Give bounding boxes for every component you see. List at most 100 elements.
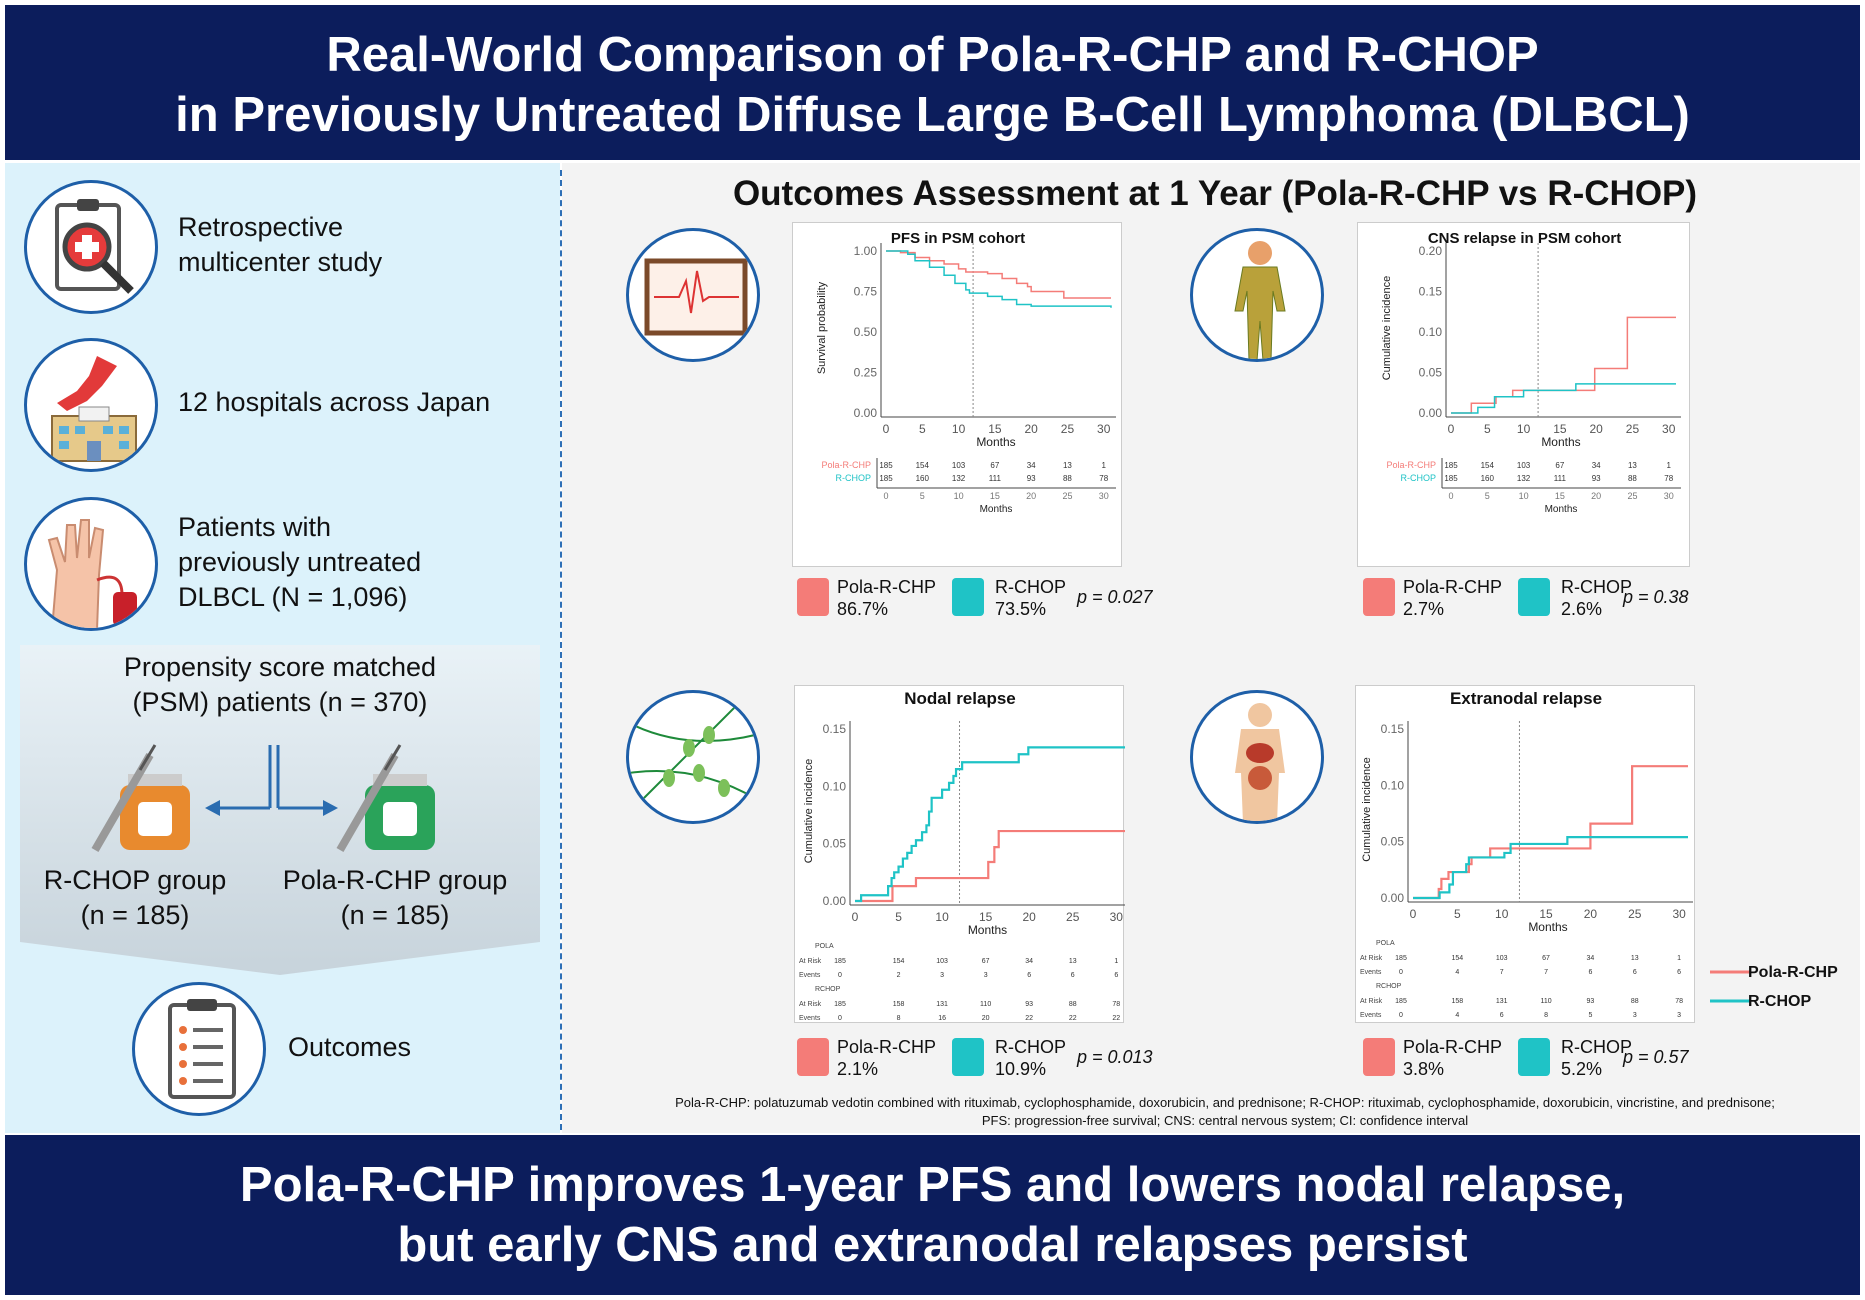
- pfs-pola-result: Pola-R-CHP 86.7%: [837, 576, 936, 620]
- rchop-value: 10.9%: [995, 1059, 1047, 1079]
- x-tick-label: 30: [1672, 907, 1686, 921]
- risk-table-x-tick: 0: [1448, 491, 1453, 501]
- x-tick-label: 30: [1097, 422, 1111, 436]
- chart-title: Nodal relapse: [904, 689, 1016, 708]
- risk-table-cell: 88: [1069, 1001, 1077, 1008]
- patients-line-2: previously untreated: [178, 547, 422, 577]
- y-tick-label: 0.00: [1381, 891, 1405, 905]
- risk-table-x-tick: 25: [1062, 491, 1072, 501]
- risk-table-cell: 103: [952, 461, 966, 470]
- risk-table-x-tick: 20: [1026, 491, 1036, 501]
- x-tick-label: 20: [1024, 422, 1038, 436]
- x-tick-label: 10: [1495, 907, 1509, 921]
- risk-table-cell: 67: [1555, 461, 1564, 470]
- pola-value: 2.1%: [837, 1059, 879, 1079]
- risk-table-x-tick: 15: [1555, 491, 1565, 501]
- risk-table-cell: 110: [1540, 998, 1551, 1005]
- chart-title: Extranodal relapse: [1450, 689, 1602, 708]
- rchop-label: R-CHOP: [1561, 577, 1632, 597]
- risk-table-cell: 22: [1025, 1015, 1033, 1022]
- hospitals-text: 12 hospitals across Japan: [178, 387, 491, 417]
- y-axis-label: Cumulative incidence: [1381, 276, 1393, 381]
- risk-table-cell: 88: [1631, 998, 1639, 1005]
- rchop-group-name: R-CHOP group: [43, 865, 227, 895]
- x-tick-label: 10: [935, 910, 949, 924]
- risk-table-cell: 6: [1633, 969, 1637, 976]
- risk-table-cell: 185: [879, 474, 893, 483]
- footnote: Pola-R-CHP: polatuzumab vedotin combined…: [590, 1094, 1860, 1130]
- study-line-1: Retrospective: [178, 212, 344, 242]
- risk-table-cell: 103: [1496, 955, 1508, 962]
- chart-extranodal-relapse: Extranodal relapse 0.00 0.05 0.10 0.15 0 5 10 15…: [1355, 685, 1695, 1023]
- risk-table-cell: 185: [834, 958, 846, 965]
- pfs-rchop-result: R-CHOP 73.5%: [995, 576, 1066, 620]
- pola-label: Pola-R-CHP: [837, 1037, 937, 1057]
- risk-table-x-label: Months: [980, 504, 1013, 515]
- risk-table-cell: 0: [838, 972, 842, 979]
- risk-table-cell: 78: [1099, 474, 1108, 483]
- study-line-2: multicenter study: [178, 247, 383, 277]
- pola-value: 86.7%: [837, 599, 889, 619]
- pola-label: Pola-R-CHP: [1403, 577, 1503, 597]
- chart-nodal-relapse: Nodal relapse 0.00 0.05 0.10 0.15 0 5 10 15 20 25 3…: [794, 685, 1130, 1023]
- rchop-swatch: [1518, 1038, 1550, 1076]
- pola-value: 2.7%: [1403, 599, 1445, 619]
- x-tick-label: 0: [1410, 907, 1417, 921]
- risk-table-cell: 34: [1587, 955, 1595, 962]
- pola-label: Pola-R-CHP: [1403, 1037, 1503, 1057]
- nodal-p-value: p = 0.013: [1077, 1047, 1153, 1067]
- risk-table-cell: 6: [1027, 972, 1031, 979]
- x-tick-label: 15: [988, 422, 1002, 436]
- y-tick-label: 0.05: [1419, 366, 1443, 380]
- outcomes-text: Outcomes: [288, 1032, 412, 1062]
- r-chop-curve: [855, 746, 1125, 903]
- rchop-value: 73.5%: [995, 599, 1047, 619]
- rchop-swatch: [952, 578, 984, 616]
- pola-group-name: Pola-R-CHP group: [282, 865, 508, 895]
- y-tick-label: 0.50: [854, 325, 878, 339]
- risk-table-cell: 5: [1588, 1012, 1592, 1019]
- risk-table-cell: 34: [1592, 461, 1601, 470]
- risk-table-cell: 22: [1112, 1015, 1120, 1022]
- risk-table-group-label: RCHOP: [815, 986, 841, 993]
- risk-table-cell: 1: [1667, 461, 1672, 470]
- risk-table-cell: 111: [989, 474, 1002, 483]
- risk-table-cell: 4: [1455, 969, 1459, 976]
- risk-table-cell: 185: [1395, 955, 1407, 962]
- risk-table-x-tick: 5: [1485, 491, 1490, 501]
- y-tick-label: 1.00: [854, 244, 878, 258]
- chart-cns-relapse: CNS relapse in PSM cohort 0.00 0.05 0.10 0.1…: [1357, 222, 1690, 567]
- risk-table-cell: 3: [984, 972, 988, 979]
- x-tick-label: 15: [1539, 907, 1553, 921]
- pola-r-chp-curve: [1413, 765, 1688, 900]
- risk-table-cell: 131: [1496, 998, 1508, 1005]
- patients-line-3: DLBCL (N = 1,096): [178, 582, 408, 612]
- risk-table-cell: 154: [1481, 461, 1495, 470]
- y-tick-label: 0.20: [1419, 244, 1443, 258]
- risk-table-cell: 34: [1027, 461, 1036, 470]
- risk-table-cell: 7: [1500, 969, 1504, 976]
- extranodal-rchop-result: R-CHOP 5.2%: [1561, 1036, 1632, 1080]
- risk-table-cell: 154: [1452, 955, 1464, 962]
- risk-table-row-label: At Risk: [1360, 955, 1383, 962]
- risk-table-cell: 67: [982, 958, 990, 965]
- risk-table-group-label: RCHOP: [1376, 983, 1402, 990]
- study-type-text: Retrospective multicenter study: [178, 210, 382, 280]
- x-tick-label: 20: [1584, 907, 1598, 921]
- side-legend-lines: [1710, 970, 1750, 1003]
- pola-swatch: [797, 578, 829, 616]
- risk-table-cell: 0: [838, 1015, 842, 1022]
- y-axis-label: Cumulative incidence: [1361, 757, 1373, 862]
- risk-table-cell: 13: [1063, 461, 1072, 470]
- risk-table-cell: 154: [893, 958, 905, 965]
- x-tick-label: 25: [1628, 907, 1642, 921]
- pola-group-label: Pola-R-CHP group (n = 185): [270, 863, 520, 933]
- x-tick-label: 0: [852, 910, 859, 924]
- pola-value: 3.8%: [1403, 1059, 1445, 1079]
- risk-table-cell: 8: [897, 1015, 901, 1022]
- x-tick-label: 30: [1110, 910, 1124, 924]
- x-tick-label: 5: [1454, 907, 1461, 921]
- x-tick-label: 20: [1023, 910, 1037, 924]
- risk-table-cell: 34: [1025, 958, 1033, 965]
- risk-table-x-tick: 15: [990, 491, 1000, 501]
